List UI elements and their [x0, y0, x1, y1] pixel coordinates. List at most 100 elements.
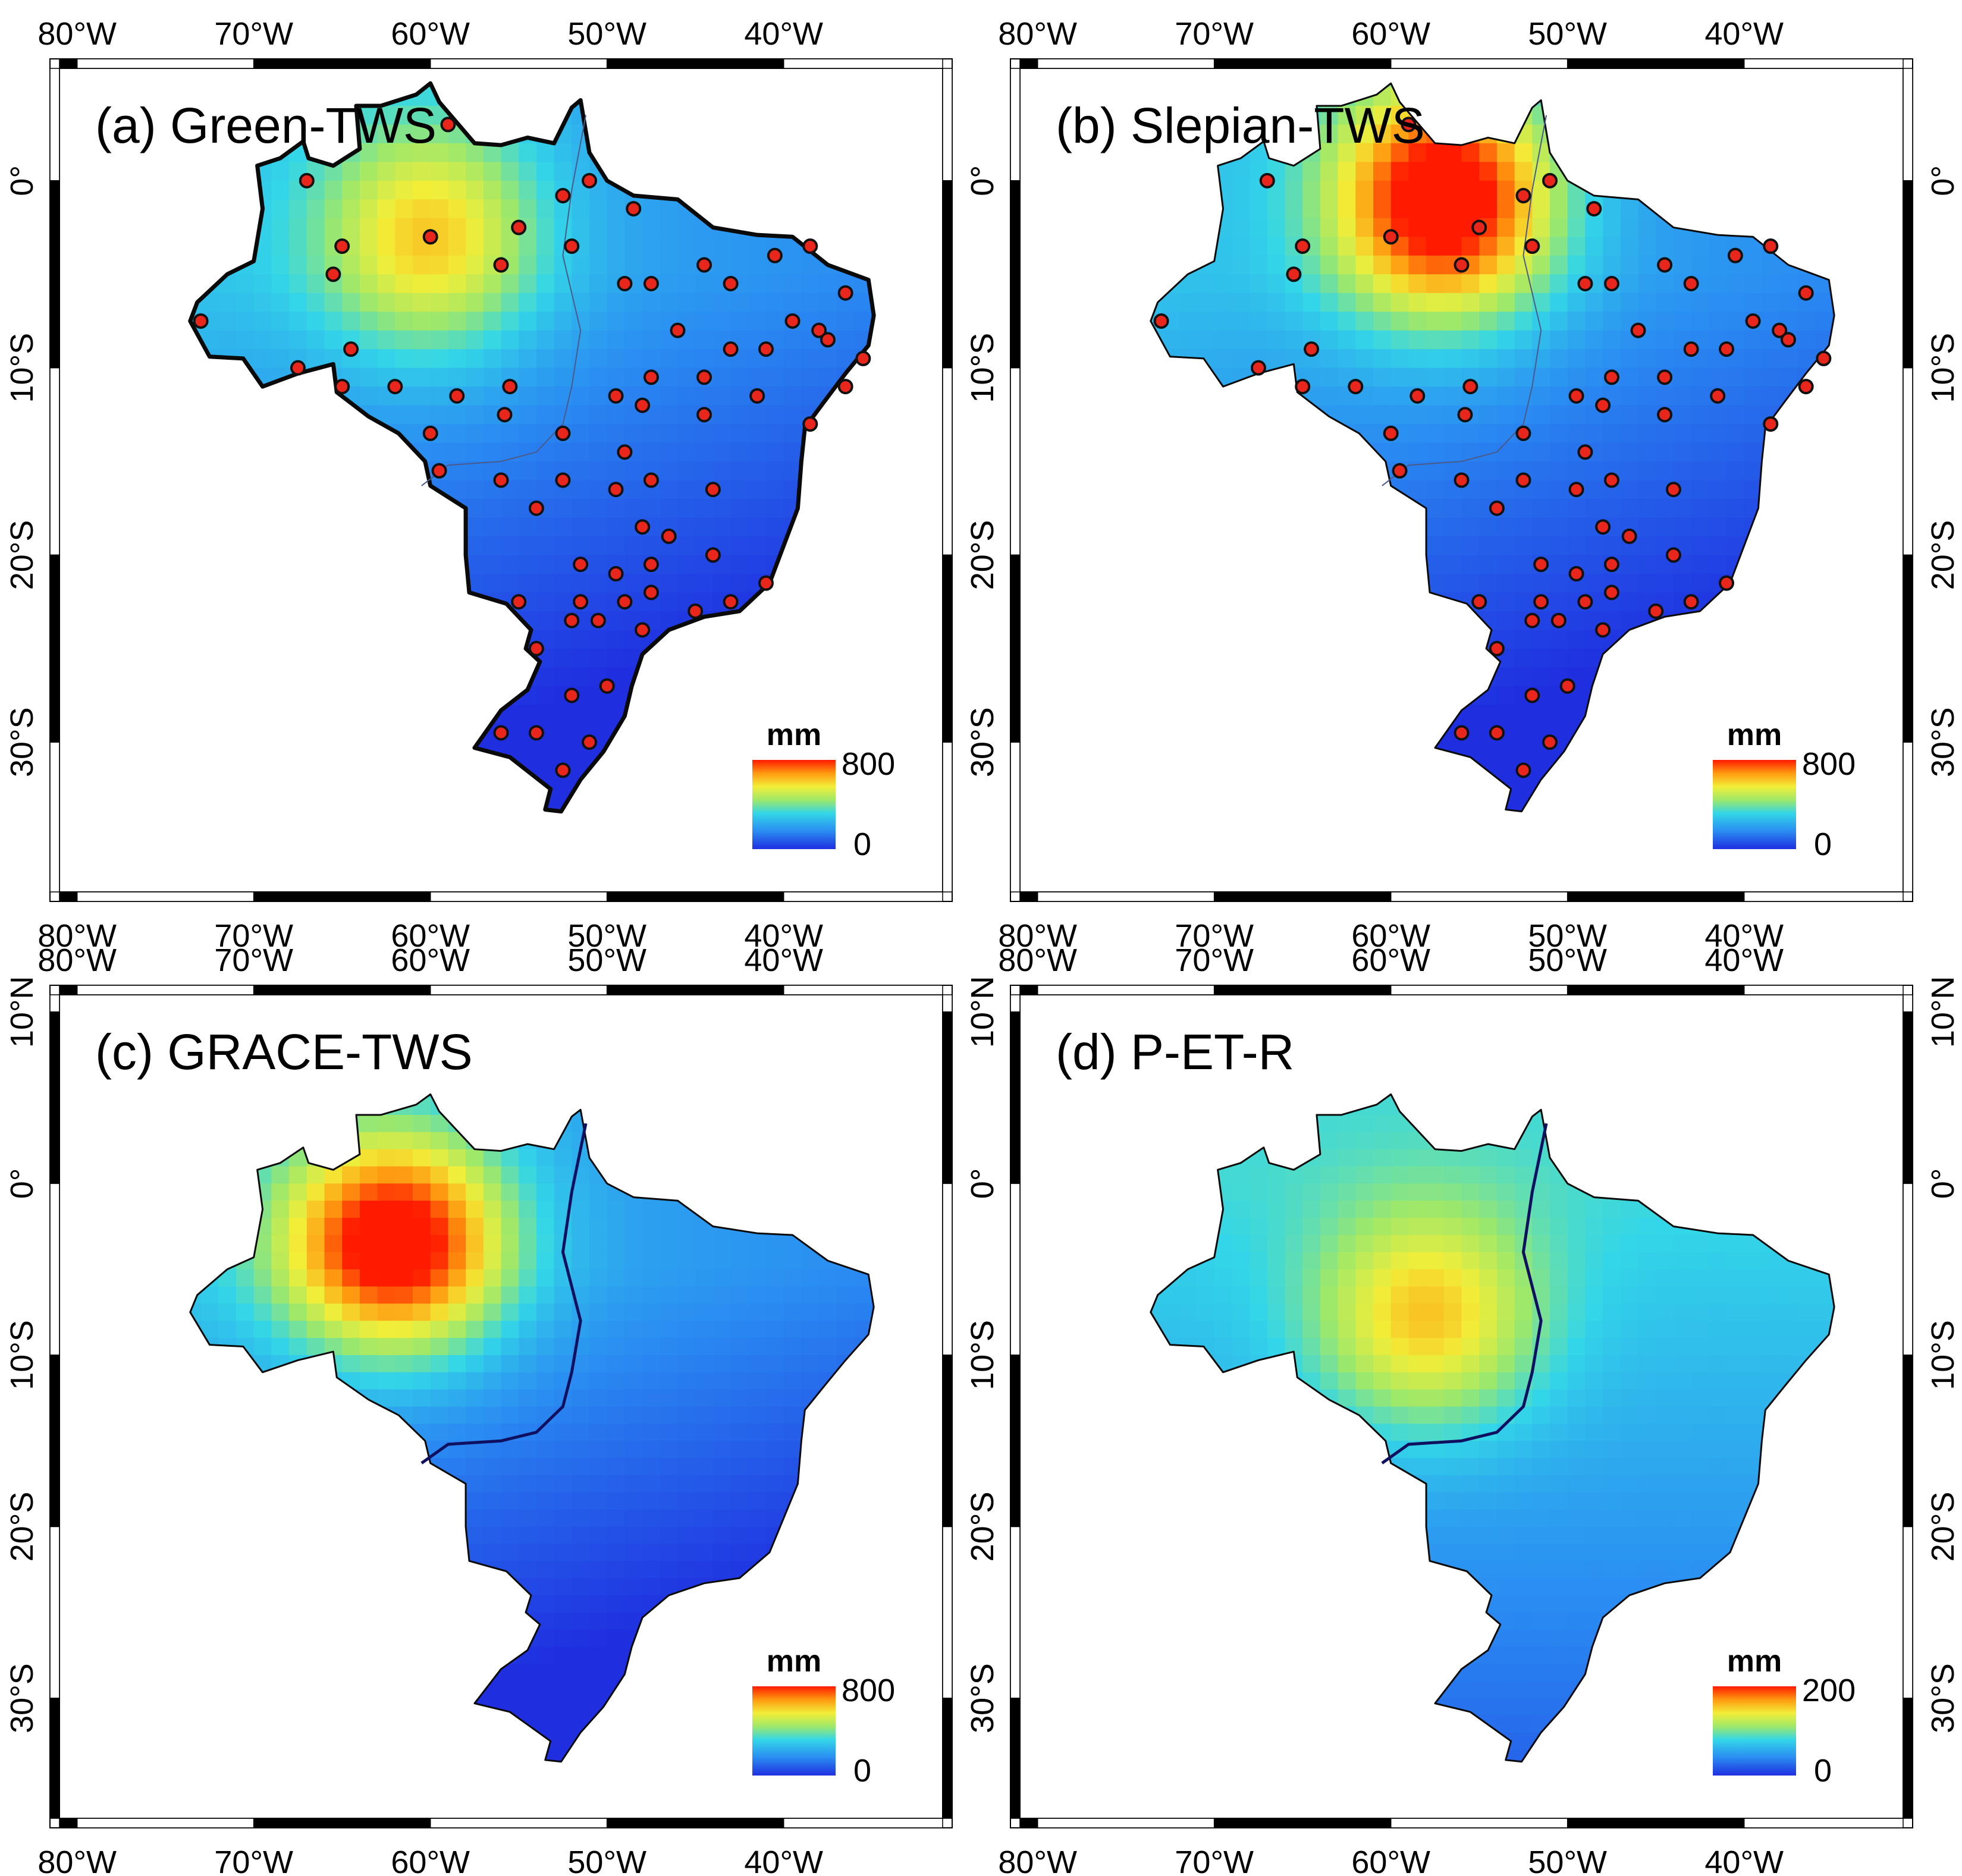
field-cell — [359, 1595, 378, 1613]
field-cell — [695, 461, 714, 481]
field-cell — [712, 1475, 732, 1493]
field-cell — [306, 498, 325, 519]
field-cell — [712, 1389, 732, 1407]
field-cell — [1232, 667, 1251, 687]
field-cell — [1179, 461, 1197, 481]
field-cell — [289, 611, 307, 631]
field-cell — [1496, 405, 1515, 425]
field-cell — [324, 442, 343, 463]
field-cell — [289, 1646, 307, 1665]
field-cell — [501, 1492, 520, 1510]
field-cell — [1815, 798, 1834, 812]
field-cell — [483, 1252, 502, 1270]
field-cell — [1762, 386, 1781, 406]
field-cell — [413, 1183, 431, 1202]
field-cell — [1709, 705, 1727, 724]
field-cell — [730, 1338, 749, 1356]
field-cell — [1550, 480, 1568, 499]
station-dot — [334, 379, 350, 395]
field-cell — [483, 630, 502, 649]
field-cell — [271, 1681, 290, 1699]
field-cell — [730, 1094, 749, 1099]
field-cell — [624, 1715, 643, 1733]
field-cell — [1197, 83, 1215, 88]
field-cell — [519, 1664, 537, 1682]
field-cell — [395, 83, 413, 88]
field-cell — [1832, 648, 1835, 668]
field-cell — [801, 349, 820, 369]
field-cell — [1197, 218, 1215, 238]
field-cell — [1285, 817, 1304, 836]
field-cell — [253, 1526, 272, 1545]
field-cell — [730, 723, 749, 743]
field-cell — [1532, 517, 1550, 537]
field-cell — [1320, 424, 1339, 444]
field-cell — [236, 293, 255, 313]
field-cell — [872, 330, 874, 350]
field-cell — [872, 442, 874, 463]
field-cell — [624, 1767, 643, 1784]
field-cell — [1638, 87, 1657, 106]
field-cell — [766, 517, 784, 537]
station-dot — [528, 640, 544, 656]
field-cell — [342, 611, 360, 631]
field-cell — [466, 1389, 484, 1407]
field-cell — [1585, 536, 1604, 556]
field-cell — [200, 1149, 219, 1167]
field-cell — [218, 1355, 237, 1373]
field-cell — [677, 630, 696, 649]
field-cell — [1214, 180, 1233, 200]
field-cell — [253, 1424, 272, 1442]
field-cell — [554, 517, 573, 537]
field-cell — [165, 312, 184, 331]
field-cell — [677, 723, 696, 743]
field-cell — [218, 630, 237, 649]
field-cell — [872, 723, 874, 743]
station-dot — [1295, 238, 1311, 254]
field-cell — [1815, 405, 1834, 425]
field-cell — [1532, 480, 1550, 499]
field-cell — [1744, 667, 1763, 687]
field-cell — [289, 1664, 307, 1682]
field-cell — [1815, 237, 1834, 256]
field-cell — [1426, 817, 1445, 836]
field-cell — [695, 1441, 714, 1459]
field-cell — [359, 1526, 378, 1545]
field-cell — [536, 1183, 555, 1202]
field-cell — [1673, 686, 1692, 706]
field-cell — [836, 498, 855, 519]
field-cell — [730, 143, 749, 163]
field-cell — [1585, 312, 1604, 331]
field-cell — [289, 1441, 307, 1459]
field-cell — [607, 1561, 626, 1579]
field-cell — [377, 1561, 396, 1579]
field-cell — [1285, 424, 1304, 444]
field-cell — [342, 1424, 360, 1442]
field-cell — [377, 1286, 396, 1305]
field-cell — [253, 555, 272, 574]
field-cell — [1197, 498, 1215, 519]
lon-tick-label-bottom: 80°W — [998, 918, 1077, 954]
field-cell — [783, 199, 802, 219]
field-cell — [624, 1132, 643, 1150]
field-cell — [1355, 667, 1374, 687]
field-cell — [430, 1252, 449, 1270]
field-cell — [695, 1595, 714, 1613]
field-cell — [730, 1646, 749, 1665]
field-cell — [519, 424, 537, 444]
field-cell — [360, 817, 378, 836]
field-cell — [536, 1629, 555, 1648]
field-cell — [1620, 424, 1639, 444]
field-cell — [359, 1218, 378, 1236]
field-cell — [836, 536, 855, 556]
field-cell — [165, 1664, 184, 1682]
field-cell — [695, 1269, 714, 1287]
field-cell — [1408, 330, 1427, 350]
field-cell — [1550, 573, 1568, 593]
field-cell — [377, 255, 396, 275]
field-cell — [1373, 498, 1392, 519]
field-cell — [1815, 87, 1834, 106]
field-cell — [730, 1544, 749, 1562]
field-cell — [483, 1475, 502, 1493]
field-cell — [1302, 798, 1321, 812]
